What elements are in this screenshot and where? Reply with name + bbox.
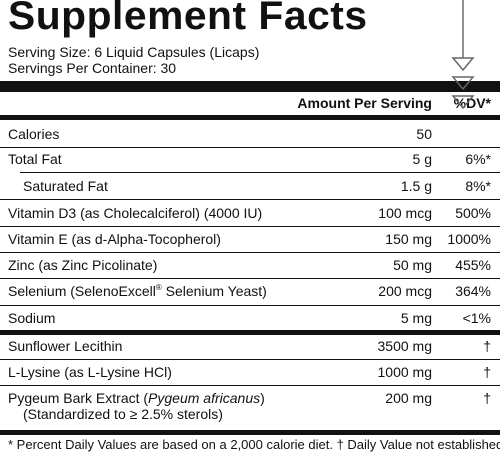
nutrient-name: Sunflower Lecithin xyxy=(8,338,123,354)
nutrient-name: Calories xyxy=(8,126,60,142)
row-divider xyxy=(0,226,500,227)
nutrient-name: Vitamin E (as d-Alpha-Tocopherol) xyxy=(8,231,221,247)
nutrient-name: Zinc (as Zinc Picolinate) xyxy=(8,257,158,273)
nutrient-name: Sodium xyxy=(8,310,56,326)
nutrient-amount: 50 xyxy=(416,126,432,142)
nutrient-dv: <1% xyxy=(462,310,491,326)
nutrient-amount: 150 mg xyxy=(385,231,432,247)
nutrient-amount: 200 mg xyxy=(385,390,432,406)
nutrient-name-line2: (Standardized to ≥ 2.5% sterols) xyxy=(23,406,223,422)
row-divider xyxy=(20,172,500,173)
nutrient-dv: 6%* xyxy=(465,151,491,167)
nutrient-name: Pygeum Bark Extract (Pygeum africanus) xyxy=(8,390,265,406)
medium-divider xyxy=(0,115,500,120)
row-divider xyxy=(0,252,500,253)
nutrient-name: L-Lysine (as L-Lysine HCl) xyxy=(8,364,172,380)
nutrient-amount: 200 mcg xyxy=(378,283,432,299)
row-divider xyxy=(0,385,500,386)
bottom-divider xyxy=(0,430,500,435)
nutrient-dv: 500% xyxy=(455,205,491,221)
nutrient-dv: 455% xyxy=(455,257,491,273)
nutrient-name: Vitamin D3 (as Cholecalciferol) (4000 IU… xyxy=(8,205,263,221)
amount-per-serving-header: Amount Per Serving xyxy=(297,95,432,111)
nutrient-amount: 5 mg xyxy=(400,310,432,326)
row-divider xyxy=(0,199,500,200)
nutrient-amount: 100 mcg xyxy=(378,205,432,221)
servings-per-container: Servings Per Container: 30 xyxy=(8,60,177,76)
down-arrows-icon xyxy=(451,0,475,110)
nutrient-name: Total Fat xyxy=(8,151,62,167)
footnote: * Percent Daily Values are based on a 2,… xyxy=(8,437,500,452)
nutrient-amount: 1.5 g xyxy=(400,178,432,194)
nutrient-dv: 364% xyxy=(455,283,491,299)
row-divider xyxy=(0,305,500,306)
row-divider xyxy=(0,359,500,360)
nutrient-dv: 8%* xyxy=(465,178,491,194)
nutrient-amount: 1000 mg xyxy=(377,364,432,380)
nutrient-name: Saturated Fat xyxy=(23,178,108,194)
nutrient-dv: 1000% xyxy=(447,231,491,247)
nutrient-dv: † xyxy=(483,364,491,380)
row-divider xyxy=(0,147,500,148)
nutrient-name: Selenium (SelenoExcell® Selenium Yeast) xyxy=(8,283,267,299)
medium-divider-lower xyxy=(0,330,500,335)
panel-title: Supplement Facts xyxy=(8,0,368,38)
serving-size: Serving Size: 6 Liquid Capsules (Licaps) xyxy=(8,44,260,60)
nutrient-dv: † xyxy=(483,338,491,354)
nutrient-amount: 50 mg xyxy=(393,257,432,273)
nutrient-amount: 3500 mg xyxy=(377,338,432,354)
nutrient-amount: 5 g xyxy=(412,151,432,167)
row-divider xyxy=(0,278,500,279)
thick-divider-top xyxy=(0,81,500,92)
nutrient-dv: † xyxy=(483,390,491,406)
